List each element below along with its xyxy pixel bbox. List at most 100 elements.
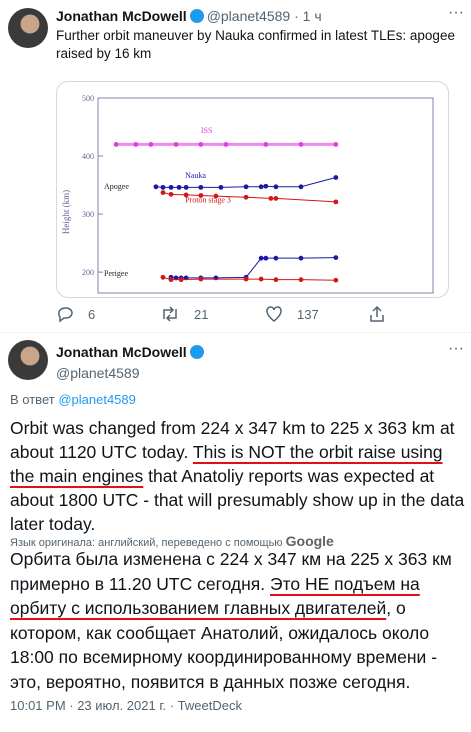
verified-badge — [189, 9, 204, 23]
data-point — [213, 275, 219, 281]
tweet-time[interactable]: · 1 ч — [294, 8, 322, 24]
avatar[interactable] — [8, 340, 48, 380]
data-point — [168, 191, 174, 197]
text-part: that Anatoliy reports was expected at ab… — [10, 466, 465, 534]
like-count: 137 — [297, 306, 319, 322]
reply-button[interactable]: 6 — [56, 305, 95, 323]
data-point — [263, 142, 269, 147]
data-point — [273, 196, 279, 201]
data-point — [173, 142, 179, 147]
data-point — [176, 184, 182, 190]
data-point — [243, 184, 249, 190]
data-point — [298, 255, 304, 261]
underlined-text: This is NOT the orbit raise using the ma… — [10, 442, 443, 486]
data-point — [333, 199, 339, 205]
data-point — [258, 276, 264, 282]
data-point — [160, 190, 166, 195]
data-point — [198, 276, 204, 282]
avatar[interactable] — [8, 8, 48, 48]
retweet-count: 21 — [194, 306, 209, 322]
data-point — [243, 194, 249, 200]
data-point — [298, 184, 304, 190]
data-point — [263, 255, 269, 261]
data-point — [213, 193, 219, 199]
data-point — [243, 276, 249, 282]
annotation: ISS — [201, 126, 213, 135]
plot-frame — [97, 97, 434, 294]
data-point — [258, 255, 264, 261]
reply-prefix: В ответ — [10, 392, 55, 407]
verified-badge — [189, 345, 204, 359]
translated-text: Орбита была изменена с 224 x 347 км на 2… — [10, 547, 468, 694]
data-point — [173, 275, 179, 281]
data-point — [263, 183, 269, 189]
data-point — [298, 277, 304, 283]
reply-context: В ответ @planet4589 — [10, 392, 136, 407]
author-handle[interactable]: @planet4589 — [206, 8, 291, 24]
data-point — [223, 142, 229, 147]
reply-count: 6 — [88, 306, 96, 322]
annotation: Perigee — [104, 269, 128, 278]
data-point — [198, 142, 204, 147]
annotation: Nauka — [185, 171, 206, 180]
annotation: Proton stage 3 — [185, 195, 231, 204]
data-point — [273, 277, 279, 283]
translation-note: Язык оригинала: английский, переведено с… — [10, 533, 334, 549]
retweet-icon — [163, 306, 177, 322]
tweet-text: Further orbit maneuver by Nauka confirme… — [56, 28, 455, 61]
data-point — [333, 142, 339, 147]
data-point — [298, 142, 304, 147]
author-block: Jonathan McDowell @planet4589 — [56, 344, 207, 384]
share-icon — [370, 305, 384, 322]
data-point — [168, 184, 174, 190]
y-tick-label: 300 — [82, 210, 94, 219]
text-part: Орбита была изменена с 224 x 347 км на 2… — [10, 549, 452, 594]
translator[interactable]: Google — [285, 533, 334, 549]
data-point — [133, 142, 139, 147]
data-point — [148, 142, 154, 147]
tweet-image[interactable]: 200 300 400 500 Height (km) ISS Nauka Apogee Pro… — [56, 81, 449, 298]
data-point — [160, 184, 166, 190]
data-point — [183, 192, 189, 198]
text-part: , о котором, как сообщает Анатолий, ожид… — [10, 598, 438, 692]
retweet-button[interactable]: 21 — [160, 305, 208, 323]
y-axis-label: Height (km) — [61, 190, 71, 234]
data-point — [160, 274, 166, 280]
y-tick-label: 400 — [82, 152, 94, 161]
author-name[interactable]: Jonathan McDowell — [56, 8, 187, 24]
tweet-header: Jonathan McDowell @planet4589 · 1 ч — [56, 8, 322, 24]
data-point — [268, 196, 274, 201]
data-point — [333, 277, 339, 283]
data-point — [168, 277, 174, 283]
underlined-text: Это НЕ подъем на орбиту с использованием… — [10, 573, 420, 619]
data-point — [178, 277, 184, 283]
separator — [0, 332, 471, 333]
like-button[interactable]: 137 — [265, 305, 319, 323]
data-point — [273, 255, 279, 261]
chart: 200 300 400 500 Height (km) ISS Nauka Apogee Pro… — [61, 94, 434, 294]
y-tick-label: 500 — [82, 94, 94, 103]
data-point — [333, 175, 339, 180]
y-tick-label: 200 — [82, 268, 94, 277]
data-point — [258, 184, 264, 190]
timestamp[interactable]: 10:01 PM · 23 июл. 2021 г. · TweetDeck — [10, 698, 242, 713]
data-point — [333, 255, 339, 260]
share-button[interactable] — [368, 305, 386, 323]
more-menu[interactable]: ··· — [448, 340, 464, 357]
annotation: Apogee — [104, 182, 129, 191]
data-point — [113, 142, 119, 147]
author-name[interactable]: Jonathan McDowell — [56, 344, 187, 360]
translation-text: Язык оригинала: английский, переведено с… — [10, 537, 283, 549]
like-icon — [266, 306, 282, 322]
author-handle[interactable]: @planet4589 — [56, 365, 140, 381]
data-point — [183, 184, 189, 190]
data-point — [153, 184, 159, 190]
data-point — [218, 184, 224, 190]
reply-to[interactable]: @planet4589 — [58, 392, 136, 407]
data-point — [198, 184, 204, 190]
more-menu[interactable]: ··· — [448, 4, 464, 21]
data-point — [273, 184, 279, 190]
reply-icon — [58, 307, 73, 323]
